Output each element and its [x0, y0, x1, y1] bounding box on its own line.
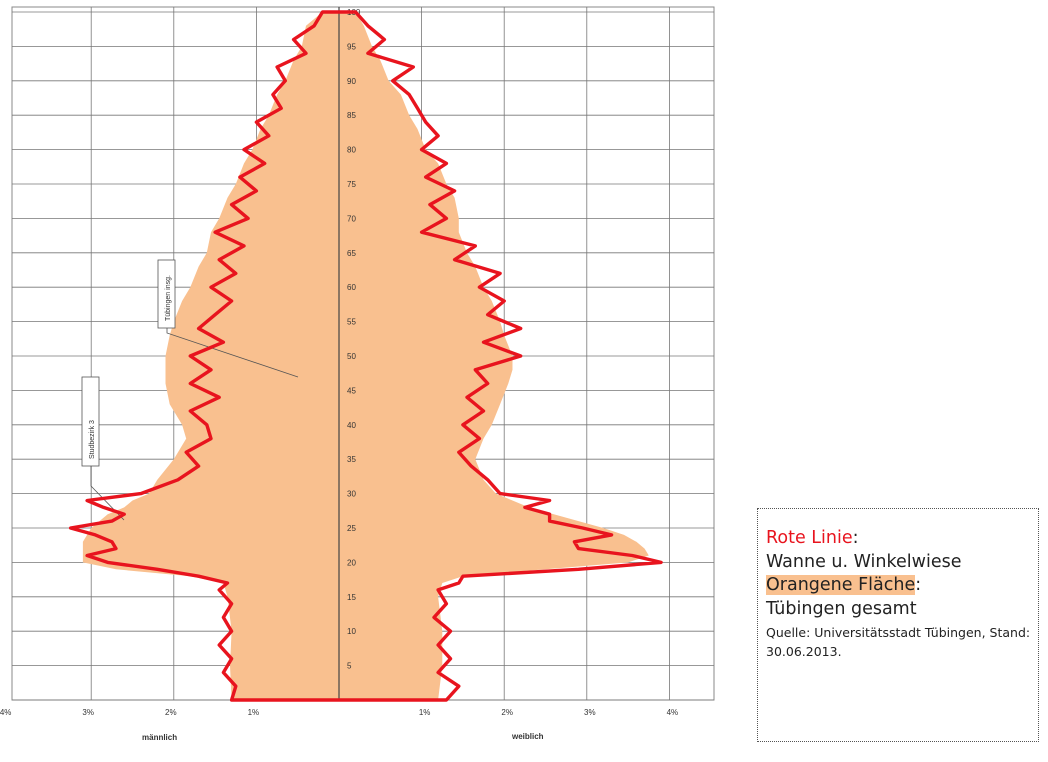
y-tick-label: 45 [347, 386, 356, 395]
y-tick-label: 60 [347, 283, 356, 292]
x-tick-label: 2% [165, 708, 177, 717]
xlabel-weiblich: weiblich [511, 732, 544, 741]
line-wanne-winkelwiese [68, 10, 663, 702]
y-tick-label: 20 [347, 558, 356, 567]
y-tick-label: 30 [347, 490, 356, 499]
x-tick-label: 4% [0, 708, 11, 717]
y-tick-label: 85 [347, 111, 356, 120]
legend-area-label-row: Orangene Fläche: [766, 574, 1038, 598]
callout-tuebingen-text: Tübingen insg. [165, 275, 172, 321]
percent-tick-labels: 4%3%2%1%1%2%3%4%5% [0, 708, 679, 717]
legend-line-label: Rote Linie [766, 528, 853, 548]
legend-line-label-row: Rote Linie: [766, 527, 1038, 551]
x-tick-label: 1% [419, 708, 431, 717]
x-tick-label: 4% [667, 708, 679, 717]
x-tick-label: 1% [248, 708, 260, 717]
population-pyramid-chart: 5101520253035404550556065707580859095100… [0, 6, 715, 742]
callout-tuebingen: Tübingen insg. [157, 259, 299, 378]
y-tick-label: 75 [347, 180, 356, 189]
y-tick-label: 50 [347, 352, 356, 361]
x-tick-label: 3% [584, 708, 596, 717]
y-tick-label: 90 [347, 77, 356, 86]
y-tick-label: 55 [347, 318, 356, 327]
x-tick-label: 3% [82, 708, 94, 717]
legend-line-desc: Wanne u. Winkelwiese [766, 551, 962, 572]
xlabel-maennlich: männlich [142, 733, 177, 742]
legend-colon-2: : [915, 575, 922, 595]
y-tick-label: 5 [347, 662, 352, 671]
area-tuebingen-gesamt [82, 12, 649, 700]
legend-area-label: Orangene Fläche [766, 575, 916, 595]
callout-studbezirk: Studbezirk 3 [81, 376, 125, 521]
y-tick-label: 10 [347, 627, 356, 636]
y-tick-label: 95 [347, 42, 356, 51]
y-tick-label: 80 [347, 146, 356, 155]
y-tick-label: 25 [347, 524, 356, 533]
legend-source: Quelle: Universitätsstadt Tübingen, Stan… [766, 625, 1031, 659]
x-tick-label: 2% [501, 708, 513, 717]
y-tick-label: 65 [347, 249, 356, 258]
y-tick-label: 35 [347, 455, 356, 464]
legend-area-desc: Tübingen gesamt [766, 598, 917, 619]
y-tick-label: 70 [347, 214, 356, 223]
legend-colon-1: : [852, 528, 859, 548]
legend-box: Rote Linie: Wanne u. Winkelwiese Orangen… [757, 508, 1039, 742]
y-tick-label: 40 [347, 421, 356, 430]
y-tick-label: 15 [347, 593, 356, 602]
callout-studbezirk-text: Studbezirk 3 [89, 420, 96, 459]
